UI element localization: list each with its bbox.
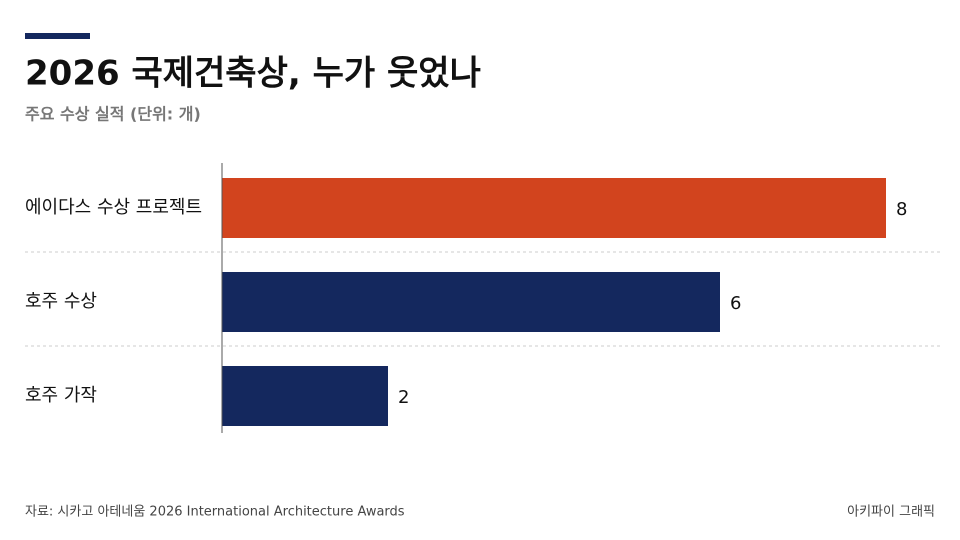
accent-bar xyxy=(25,33,90,39)
source: 자료: 시카고 아테네움 2026 International Architec… xyxy=(25,505,405,520)
y-tick-label: 호주 가작 xyxy=(25,385,97,406)
chart-title: 2026 국제건축상, 누가 웃었나 xyxy=(25,54,481,94)
value-label: 8 xyxy=(896,199,907,220)
value-label: 6 xyxy=(730,293,741,314)
chart-subtitle: 주요 수상 실적 (단위: 개) xyxy=(25,105,201,124)
y-tick-label: 호주 수상 xyxy=(25,291,97,312)
value-label: 2 xyxy=(398,387,409,408)
credit: 아키파이 그래픽 xyxy=(847,505,935,520)
bar xyxy=(222,272,720,332)
y-tick-label: 에이다스 수상 프로젝트 xyxy=(25,197,202,218)
bar xyxy=(222,178,886,238)
bar xyxy=(222,366,388,426)
